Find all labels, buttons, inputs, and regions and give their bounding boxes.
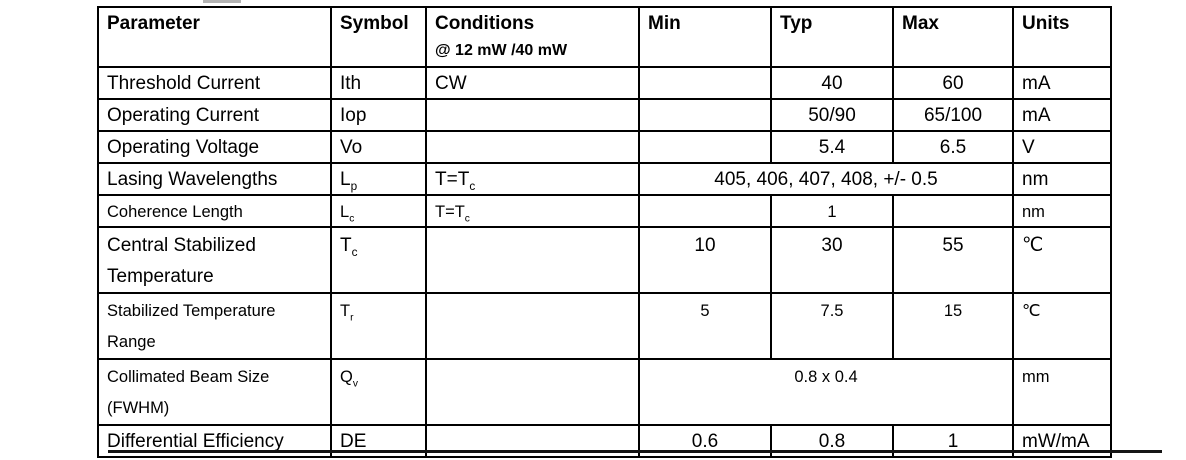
units-cell: nm	[1012, 162, 1112, 196]
table-row: Collimated Beam Size (FWHM) Qv 0.8 x 0.4 mm	[97, 358, 1112, 426]
merged-value-cell: 0.8 x 0.4	[638, 358, 1014, 426]
parameter-cell: Central Stabilized Temperature	[97, 226, 332, 294]
symbol-text: Q	[340, 368, 353, 386]
conditions-text: T=T	[435, 203, 465, 221]
symbol-text: DE	[340, 431, 367, 452]
symbol-cell: Ith	[330, 66, 427, 100]
spec-table: Parameter Symbol Conditions @ 12 mW /40 …	[97, 6, 1112, 458]
parameter-cell: Stabilized Temperature Range	[97, 292, 332, 360]
col-header-symbol: Symbol	[330, 6, 427, 68]
page-divider-line	[108, 450, 1162, 453]
parameter-cell: Collimated Beam Size (FWHM)	[97, 358, 332, 426]
table-row: Central Stabilized Temperature Tc 10 30 55 ℃	[97, 226, 1112, 294]
max-cell: 65/100	[892, 98, 1014, 132]
conditions-text: CW	[435, 73, 467, 94]
units-cell: mm	[1012, 358, 1112, 426]
conditions-cell	[425, 226, 640, 294]
conditions-cell	[425, 358, 640, 426]
cropped-text-artifact	[203, 0, 241, 3]
symbol-cell: Tr	[330, 292, 427, 360]
parameter-cell: Lasing Wavelengths	[97, 162, 332, 196]
units-cell: ℃	[1012, 226, 1112, 294]
conditions-subscript: c	[469, 179, 476, 193]
symbol-subscript: c	[351, 245, 358, 259]
typ-cell: 1	[770, 194, 894, 228]
conditions-cell	[425, 292, 640, 360]
units-cell: mA	[1012, 98, 1112, 132]
max-cell: 15	[892, 292, 1014, 360]
table-row: Operating Voltage Vo 5.4 6.5 V	[97, 130, 1112, 164]
merged-value-cell: 405, 406, 407, 408, +/- 0.5	[638, 162, 1014, 196]
symbol-text: Ith	[340, 73, 362, 94]
symbol-subscript: p	[350, 179, 358, 193]
symbol-subscript: c	[349, 213, 355, 225]
symbol-cell: Iop	[330, 98, 427, 132]
symbol-text: Vo	[340, 137, 363, 158]
symbol-text: T	[340, 302, 351, 320]
symbol-cell: Qv	[330, 358, 427, 426]
conditions-title: Conditions	[435, 13, 535, 34]
min-cell: 10	[638, 226, 772, 294]
conditions-cell: CW	[425, 66, 640, 100]
symbol-subscript: v	[352, 378, 358, 390]
conditions-text: T=T	[435, 169, 470, 190]
max-cell	[892, 194, 1014, 228]
conditions-cell: T=Tc	[425, 194, 640, 228]
typ-cell: 5.4	[770, 130, 894, 164]
header-row: Parameter Symbol Conditions @ 12 mW /40 …	[97, 6, 1112, 68]
units-cell: V	[1012, 130, 1112, 164]
typ-cell: 50/90	[770, 98, 894, 132]
conditions-cell	[425, 130, 640, 164]
symbol-text: T	[340, 235, 352, 256]
units-cell: nm	[1012, 194, 1112, 228]
spec-table-body: Threshold Current Ith CW 40 60 mA Operating Cu…	[97, 66, 1112, 458]
col-header-max: Max	[892, 6, 1014, 68]
min-cell: 5	[638, 292, 772, 360]
table-row: Lasing Wavelengths Lp T=Tc 405, 406, 407, 4…	[97, 162, 1112, 196]
typ-cell: 7.5	[770, 292, 894, 360]
symbol-cell: Lc	[330, 194, 427, 228]
typ-cell: 30	[770, 226, 894, 294]
min-cell	[638, 66, 772, 100]
col-header-min: Min	[638, 6, 772, 68]
table-row: Coherence Length Lc T=Tc 1 nm	[97, 194, 1112, 228]
table-row: Operating Current Iop 50/90 65/100 mA	[97, 98, 1112, 132]
conditions-cell	[425, 98, 640, 132]
units-cell: mA	[1012, 66, 1112, 100]
table-row: Threshold Current Ith CW 40 60 mA	[97, 66, 1112, 100]
parameter-cell: Threshold Current	[97, 66, 332, 100]
max-cell: 55	[892, 226, 1014, 294]
conditions-subtitle: @ 12 mW /40 mW	[435, 42, 568, 59]
max-cell: 60	[892, 66, 1014, 100]
table-row: Stabilized Temperature Range Tr 5 7.5 15 ℃	[97, 292, 1112, 360]
max-cell: 6.5	[892, 130, 1014, 164]
symbol-cell: Lp	[330, 162, 427, 196]
col-header-conditions: Conditions @ 12 mW /40 mW	[425, 6, 640, 68]
min-cell	[638, 130, 772, 164]
col-header-units: Units	[1012, 6, 1112, 68]
conditions-subscript: c	[464, 213, 470, 225]
parameter-cell: Operating Voltage	[97, 130, 332, 164]
col-header-parameter: Parameter	[97, 6, 332, 68]
parameter-cell: Operating Current	[97, 98, 332, 132]
min-cell	[638, 194, 772, 228]
symbol-text: Iop	[340, 105, 367, 126]
col-header-typ: Typ	[770, 6, 894, 68]
typ-cell: 40	[770, 66, 894, 100]
symbol-subscript: r	[350, 312, 354, 324]
symbol-cell: Tc	[330, 226, 427, 294]
min-cell	[638, 98, 772, 132]
symbol-cell: Vo	[330, 130, 427, 164]
conditions-cell: T=Tc	[425, 162, 640, 196]
units-cell: ℃	[1012, 292, 1112, 360]
parameter-cell: Coherence Length	[97, 194, 332, 228]
symbol-text: L	[340, 203, 350, 221]
symbol-text: L	[340, 169, 351, 190]
